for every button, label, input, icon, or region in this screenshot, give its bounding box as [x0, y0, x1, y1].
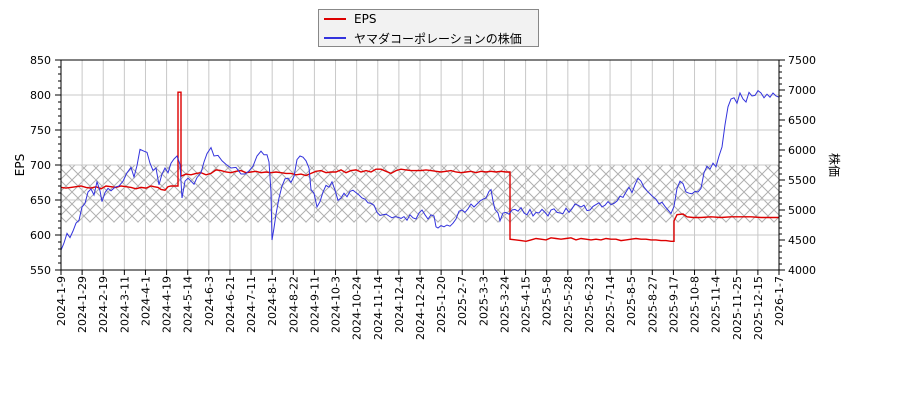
x-tick-label: 2025-3-24	[498, 276, 511, 333]
x-tick-label: 2025-7-14	[604, 276, 617, 333]
x-tick-label: 2025-2-7	[456, 276, 469, 326]
right-tick-label: 7000	[788, 84, 816, 97]
left-axis-title: EPS	[13, 154, 27, 176]
left-y-axis: 550 600 650 700 750 800 850	[30, 54, 61, 277]
x-tick-label: 2024-8-1	[266, 276, 279, 326]
x-tick-label: 2025-10-8	[689, 276, 702, 333]
legend-swatch-stock-price	[324, 37, 346, 39]
x-tick-label: 2024-10-24	[351, 276, 364, 340]
left-tick-label: 700	[30, 159, 51, 172]
x-axis: 2024-1-9 2024-1-29 2024-2-19 2024-3-11 2024-…	[55, 270, 786, 340]
right-tick-label: 6000	[788, 144, 816, 157]
right-tick-label: 6500	[788, 114, 816, 127]
x-tick-label: 2024-11-14	[372, 276, 385, 340]
right-tick-label: 5000	[788, 204, 816, 217]
x-tick-label: 2024-5-14	[182, 276, 195, 333]
x-tick-label: 2025-1-20	[435, 276, 448, 333]
x-tick-label: 2025-11-25	[731, 276, 744, 340]
eps-line	[60, 91, 779, 243]
x-tick-label: 2024-6-21	[224, 276, 237, 333]
x-tick-label: 2024-1-9	[55, 276, 68, 326]
x-tick-label: 2024-12-4	[393, 276, 406, 333]
left-tick-label: 750	[30, 124, 51, 137]
x-tick-label: 2025-9-17	[667, 276, 680, 333]
x-tick-label: 2025-5-8	[541, 276, 554, 326]
x-tick-label: 2025-4-15	[520, 276, 533, 333]
x-tick-label: 2025-11-4	[710, 276, 723, 333]
x-tick-label: 2025-8-5	[625, 276, 638, 326]
right-y-axis: 4000 4500 5000 5500 6000 6500 7000 7500	[779, 54, 816, 277]
right-tick-label: 4500	[788, 234, 816, 247]
legend-label-eps: EPS	[354, 12, 377, 26]
right-axis-title: 株価	[827, 153, 842, 177]
legend: EPS ヤマダコーポレーションの株価	[318, 9, 539, 47]
right-tick-label: 4000	[788, 264, 816, 277]
legend-label-stock-price: ヤマダコーポレーションの株価	[354, 31, 522, 46]
x-tick-label: 2024-7-11	[245, 276, 258, 333]
x-tick-label: 2025-12-15	[752, 276, 765, 340]
x-tick-label: 2024-2-19	[97, 276, 110, 333]
right-tick-label: 5500	[788, 174, 816, 187]
left-tick-label: 800	[30, 89, 51, 102]
left-tick-label: 850	[30, 54, 51, 67]
x-tick-label: 2024-8-22	[287, 276, 300, 333]
x-tick-label: 2024-9-11	[308, 276, 321, 333]
legend-item-stock-price: ヤマダコーポレーションの株価	[319, 29, 522, 47]
x-tick-label: 2024-1-29	[76, 276, 89, 333]
x-tick-label: 2026-1-7	[773, 276, 786, 326]
x-tick-label: 2024-12-24	[414, 276, 427, 340]
x-tick-label: 2025-8-27	[646, 276, 659, 333]
left-tick-label: 550	[30, 264, 51, 277]
x-tick-label: 2025-6-23	[583, 276, 596, 333]
x-tick-label: 2024-10-3	[330, 276, 343, 333]
legend-item-eps: EPS	[319, 10, 376, 28]
x-tick-label: 2025-3-3	[477, 276, 490, 326]
left-tick-label: 600	[30, 229, 51, 242]
x-tick-label: 2024-6-3	[203, 276, 216, 326]
x-tick-label: 2024-3-11	[118, 276, 131, 333]
series-layer	[60, 89, 780, 251]
legend-swatch-eps	[324, 18, 346, 20]
x-tick-label: 2025-5-28	[562, 276, 575, 333]
right-tick-label: 7500	[788, 54, 816, 67]
x-tick-label: 2024-4-1	[139, 276, 152, 326]
left-tick-label: 650	[30, 194, 51, 207]
stock-price-line	[60, 89, 780, 251]
x-tick-label: 2024-4-19	[161, 276, 174, 333]
